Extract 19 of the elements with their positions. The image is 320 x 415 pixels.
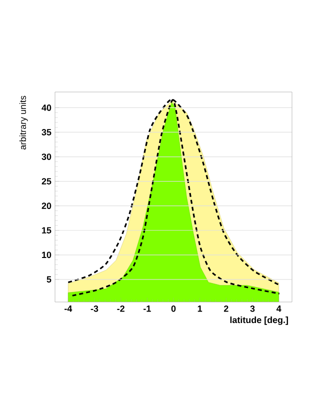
x-tick-label: 1 [198,306,202,312]
y-tick-label: 20 [42,202,52,210]
x-tick-label: -3 [90,306,98,312]
x-tick-label: 4 [276,306,282,312]
x-tick-label: -4 [64,306,72,312]
x-axis-title: latitude [deg.] [230,316,288,325]
y-tick-label: 25 [42,178,52,184]
y-tick-label: 10 [42,252,52,258]
x-tick-label: 0 [171,306,176,312]
y-axis-title: arbitrary units [19,96,28,150]
x-tick-label: 3 [250,306,255,312]
y-tick-label: 35 [42,129,52,136]
x-tick-label: -1 [144,306,151,312]
y-tick-label: 30 [42,154,52,160]
x-tick-label: 2 [224,306,228,312]
y-tick-label: 40 [42,104,52,111]
x-tick-label: -2 [117,306,124,312]
y-tick-label: 5 [46,276,52,283]
y-tick-label: 15 [42,227,52,234]
